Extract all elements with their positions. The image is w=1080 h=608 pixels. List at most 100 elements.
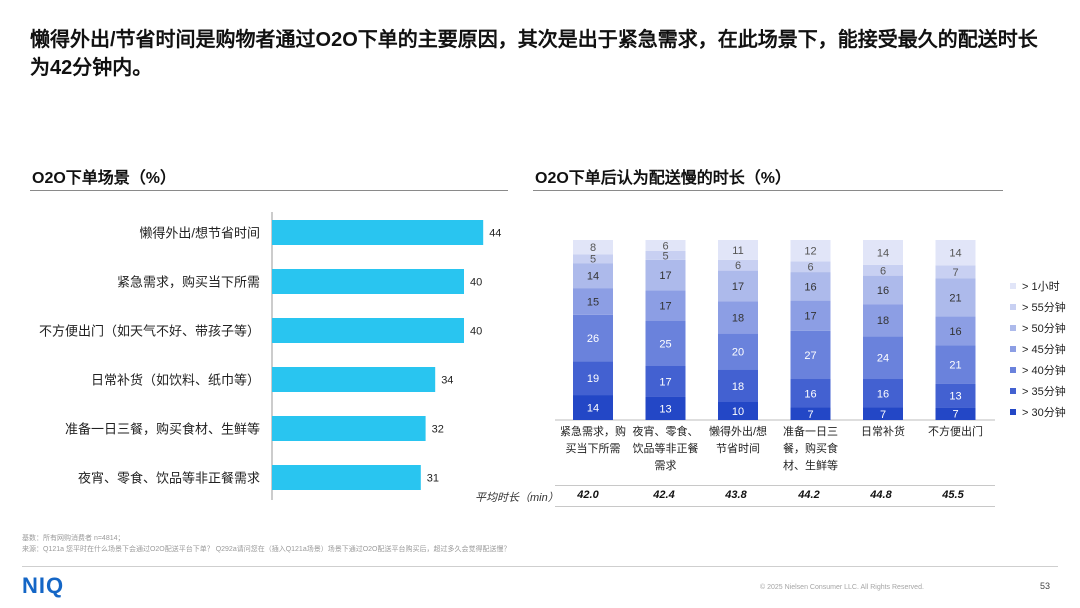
bar-category-label: 夜宵、零食、饮品等非正餐需求 <box>78 471 260 486</box>
stack-segment <box>935 240 976 266</box>
stack-value-label: 6 <box>807 262 813 274</box>
bar-category-label: 准备一日三餐，购买食材、生鲜等 <box>65 422 260 437</box>
stack-category-label: 紧急需求，购 <box>560 424 626 438</box>
average-value: 43.8 <box>725 489 747 501</box>
stack-value-label: 12 <box>804 246 816 258</box>
bar <box>272 465 421 490</box>
legend-label: > 35分钟 <box>1022 384 1066 398</box>
stack-value-label: 24 <box>877 353 889 365</box>
stack-segment <box>645 240 686 251</box>
bar-category-label: 紧急需求，购买当下所需 <box>117 275 260 290</box>
stack-segment <box>790 272 831 301</box>
stack-value-label: 6 <box>662 240 668 252</box>
stack-value-label: 26 <box>587 333 599 345</box>
stack-category-label: 材、生鲜等 <box>783 458 838 472</box>
stack-value-label: 17 <box>804 311 816 323</box>
copyright-text: © 2025 Nielsen Consumer LLC. All Rights … <box>760 584 924 591</box>
legend-swatch <box>1010 388 1016 394</box>
stack-value-label: 7 <box>807 409 813 421</box>
stack-value-label: 17 <box>659 301 671 313</box>
legend-label: > 45分钟 <box>1022 342 1066 356</box>
stack-segment <box>863 275 903 305</box>
stack-value-label: 21 <box>949 292 961 304</box>
stack-value-label: 5 <box>662 250 668 262</box>
stack-segment <box>863 336 903 380</box>
stack-segment <box>790 407 831 420</box>
stack-value-label: 17 <box>659 376 671 388</box>
average-value: 42.4 <box>653 489 675 501</box>
stack-value-label: 18 <box>877 315 889 327</box>
stack-value-label: 14 <box>877 247 889 259</box>
stack-segment <box>645 396 686 420</box>
stack-category-label: 需求 <box>655 459 677 472</box>
stack-value-label: 11 <box>732 245 743 257</box>
stack-value-label: 17 <box>659 270 671 282</box>
stack-segment <box>790 300 831 331</box>
stack-category-label: 不方便出门 <box>928 424 983 438</box>
stack-value-label: 15 <box>587 296 599 308</box>
stack-segment <box>790 330 831 380</box>
stack-segment <box>645 250 686 260</box>
bar <box>272 416 426 441</box>
stack-segment <box>645 290 686 321</box>
legend-label: > 55分钟 <box>1022 300 1066 314</box>
stack-segment <box>935 278 976 317</box>
bar-category-label: 不方便出门（如天气不好、带孩子等） <box>39 324 260 339</box>
delivery-stacked-chart: 141926151458紧急需求，购买当下所需131725171756夜宵、零食… <box>555 240 1066 472</box>
stack-segment <box>863 304 903 337</box>
bar-category-label: 日常补货（如饮料、纸巾等） <box>91 373 260 388</box>
bar <box>272 269 464 294</box>
stack-segment <box>573 361 613 396</box>
bar <box>272 367 436 392</box>
stack-value-label: 16 <box>804 388 816 400</box>
stack-segment <box>863 264 903 276</box>
stack-value-label: 6 <box>735 260 741 272</box>
bar-value-label: 40 <box>470 326 482 338</box>
legend-swatch <box>1010 304 1016 310</box>
left-title-divider <box>30 190 508 191</box>
stack-value-label: 19 <box>587 373 599 385</box>
legend-swatch <box>1010 325 1016 331</box>
stack-segment <box>935 265 976 279</box>
stack-segment <box>645 366 686 397</box>
legend-swatch <box>1010 283 1016 289</box>
stack-segment <box>645 321 686 366</box>
right-chart-title: O2O下单后认为配送慢的时长（%） <box>535 170 792 187</box>
stack-value-label: 18 <box>732 312 744 324</box>
page-number: 53 <box>1040 581 1051 591</box>
stack-category-label: 餐，购买食 <box>783 441 838 455</box>
right-title-divider <box>533 190 1003 191</box>
stack-value-label: 10 <box>732 406 744 418</box>
bar-value-label: 34 <box>441 375 453 387</box>
bar <box>272 220 484 245</box>
stack-segment <box>718 259 758 271</box>
stack-category-label: 夜宵、零食、 <box>633 424 699 438</box>
stack-segment <box>718 270 758 302</box>
left-chart-title: O2O下单场景（%） <box>32 170 177 187</box>
stack-segment <box>790 240 831 262</box>
stack-segment <box>790 379 831 408</box>
stack-value-label: 21 <box>949 360 961 372</box>
stack-segment <box>573 254 613 264</box>
stack-segment <box>573 263 613 289</box>
stack-segment <box>718 402 758 420</box>
legend-label: > 50分钟 <box>1022 321 1066 335</box>
bar-value-label: 32 <box>432 424 444 436</box>
stack-segment <box>645 259 686 291</box>
stack-segment <box>935 383 976 408</box>
stack-category-label: 饮品等非正餐 <box>633 441 699 455</box>
stack-value-label: 7 <box>880 409 886 421</box>
stack-segment <box>573 395 613 420</box>
bar-value-label: 40 <box>470 277 482 289</box>
stack-segment <box>863 407 903 420</box>
stack-value-label: 6 <box>880 265 886 277</box>
stack-category-label: 懒得外出/想 <box>709 424 767 438</box>
stack-segment <box>718 369 758 402</box>
stack-category-label: 日常补货 <box>861 424 905 438</box>
stack-value-label: 27 <box>804 350 816 362</box>
stack-value-label: 18 <box>732 381 744 393</box>
niq-logo: NIQ <box>22 573 65 598</box>
stack-value-label: 13 <box>949 390 961 402</box>
average-value: 44.8 <box>870 489 892 501</box>
average-value: 44.2 <box>798 489 820 501</box>
